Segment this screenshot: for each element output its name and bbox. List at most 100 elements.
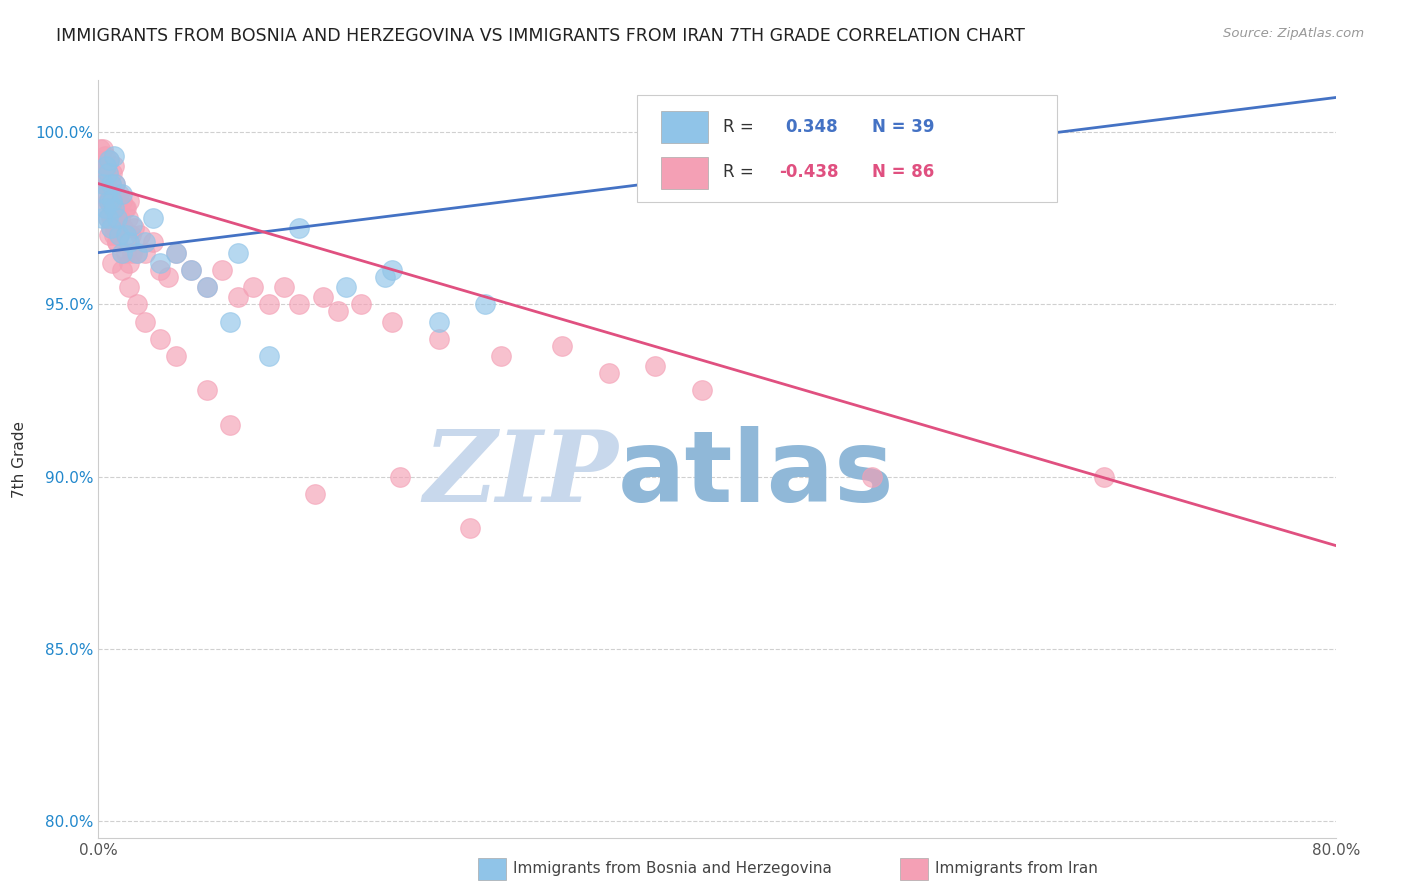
Point (101, 166, 124, 180)
Point (96, 186, 118, 201)
Point (101, 211, 124, 226)
Point (117, 211, 139, 226)
Point (127, 245, 149, 260)
Point (374, 269, 396, 284)
Point (312, 290, 335, 304)
Point (489, 349, 512, 363)
Point (288, 221, 311, 235)
Point (644, 359, 666, 374)
Point (111, 186, 132, 201)
Point (165, 245, 187, 260)
Point (105, 194, 128, 208)
Text: -0.438: -0.438 (779, 163, 838, 181)
Point (105, 211, 128, 226)
Text: Source: ZipAtlas.com: Source: ZipAtlas.com (1223, 27, 1364, 40)
Point (118, 235, 141, 250)
Point (427, 314, 450, 328)
Point (107, 186, 129, 201)
Point (860, 469, 883, 483)
Point (100, 177, 122, 191)
Point (98, 194, 121, 208)
FancyBboxPatch shape (661, 157, 709, 189)
Point (105, 235, 128, 250)
Point (111, 245, 132, 260)
Point (141, 235, 165, 250)
Point (104, 177, 127, 191)
Point (100, 221, 122, 235)
Point (96, 177, 118, 191)
Point (115, 245, 138, 260)
Point (93, 166, 115, 180)
Point (96, 160, 118, 174)
Point (219, 417, 242, 432)
Point (115, 228, 138, 243)
Point (129, 228, 152, 243)
Point (122, 221, 145, 235)
Point (100, 211, 122, 226)
Point (103, 186, 125, 201)
Point (149, 332, 172, 346)
Point (90, 211, 112, 226)
Point (381, 314, 404, 328)
Point (101, 194, 124, 208)
Point (690, 384, 713, 398)
Point (96, 160, 118, 174)
Point (96, 201, 118, 215)
Text: Immigrants from Bosnia and Herzegovina: Immigrants from Bosnia and Herzegovina (513, 862, 832, 876)
Point (157, 269, 180, 284)
Point (97, 211, 120, 226)
Point (89, 142, 111, 156)
Text: N = 39: N = 39 (872, 118, 934, 136)
Point (91, 160, 114, 174)
Point (335, 280, 357, 294)
Point (180, 262, 202, 277)
Point (326, 304, 350, 318)
Point (165, 349, 187, 363)
Point (118, 280, 141, 294)
Point (195, 280, 218, 294)
Point (98, 194, 121, 208)
Point (783, 125, 806, 139)
Point (551, 339, 574, 353)
Point (427, 332, 450, 346)
Point (105, 235, 128, 250)
Point (211, 262, 233, 277)
Point (1092, 469, 1115, 483)
Point (93, 149, 115, 163)
Point (288, 297, 311, 311)
Point (91, 142, 114, 156)
Point (104, 177, 127, 191)
Point (149, 256, 172, 270)
Point (226, 290, 249, 304)
FancyBboxPatch shape (661, 112, 709, 144)
Point (97, 166, 120, 180)
Point (381, 262, 404, 277)
Point (273, 280, 295, 294)
Point (93, 201, 115, 215)
Point (103, 201, 125, 215)
Point (96, 177, 118, 191)
Point (242, 280, 264, 294)
Point (97, 194, 120, 208)
Point (103, 160, 125, 174)
Point (127, 297, 149, 311)
Point (149, 262, 172, 277)
Point (134, 314, 156, 328)
Point (90, 153, 112, 167)
Text: R =: R = (723, 118, 765, 136)
Point (118, 194, 141, 208)
Point (127, 245, 149, 260)
Point (100, 221, 122, 235)
Point (598, 366, 620, 380)
Text: IMMIGRANTS FROM BOSNIA AND HERZEGOVINA VS IMMIGRANTS FROM IRAN 7TH GRADE CORRELA: IMMIGRANTS FROM BOSNIA AND HERZEGOVINA V… (56, 27, 1025, 45)
Text: atlas: atlas (619, 426, 894, 523)
Point (107, 228, 129, 243)
Point (112, 221, 135, 235)
Point (111, 262, 132, 277)
Point (101, 256, 124, 270)
Point (226, 245, 249, 260)
Text: Immigrants from Iran: Immigrants from Iran (935, 862, 1098, 876)
Point (108, 211, 131, 226)
FancyBboxPatch shape (637, 95, 1057, 202)
Text: ZIP: ZIP (423, 426, 619, 523)
